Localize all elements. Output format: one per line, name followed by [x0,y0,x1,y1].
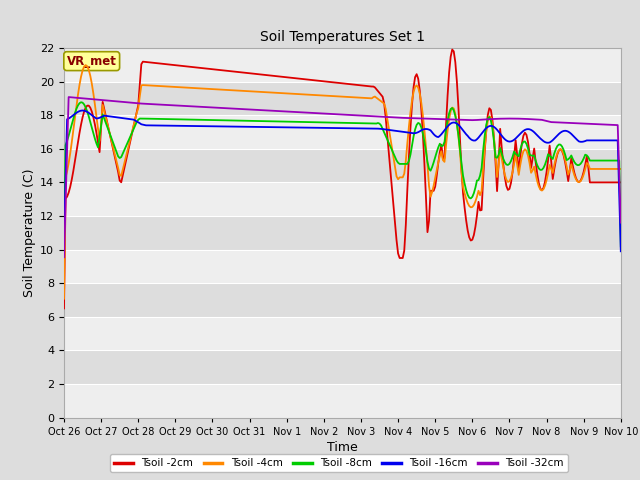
Bar [64,149,621,182]
Title: Soil Temperatures Set 1: Soil Temperatures Set 1 [260,30,425,44]
Bar [64,350,621,384]
Bar [64,82,621,115]
Bar [64,250,621,283]
Y-axis label: Soil Temperature (C): Soil Temperature (C) [23,168,36,297]
Bar [64,216,621,250]
Bar [64,317,621,350]
X-axis label: Time: Time [327,441,358,454]
Bar [64,182,621,216]
Bar [64,384,621,418]
Legend: Tsoil -2cm, Tsoil -4cm, Tsoil -8cm, Tsoil -16cm, Tsoil -32cm: Tsoil -2cm, Tsoil -4cm, Tsoil -8cm, Tsoi… [110,454,568,472]
Bar [64,283,621,317]
Bar [64,115,621,149]
Bar [64,48,621,82]
Text: VR_met: VR_met [67,55,116,68]
